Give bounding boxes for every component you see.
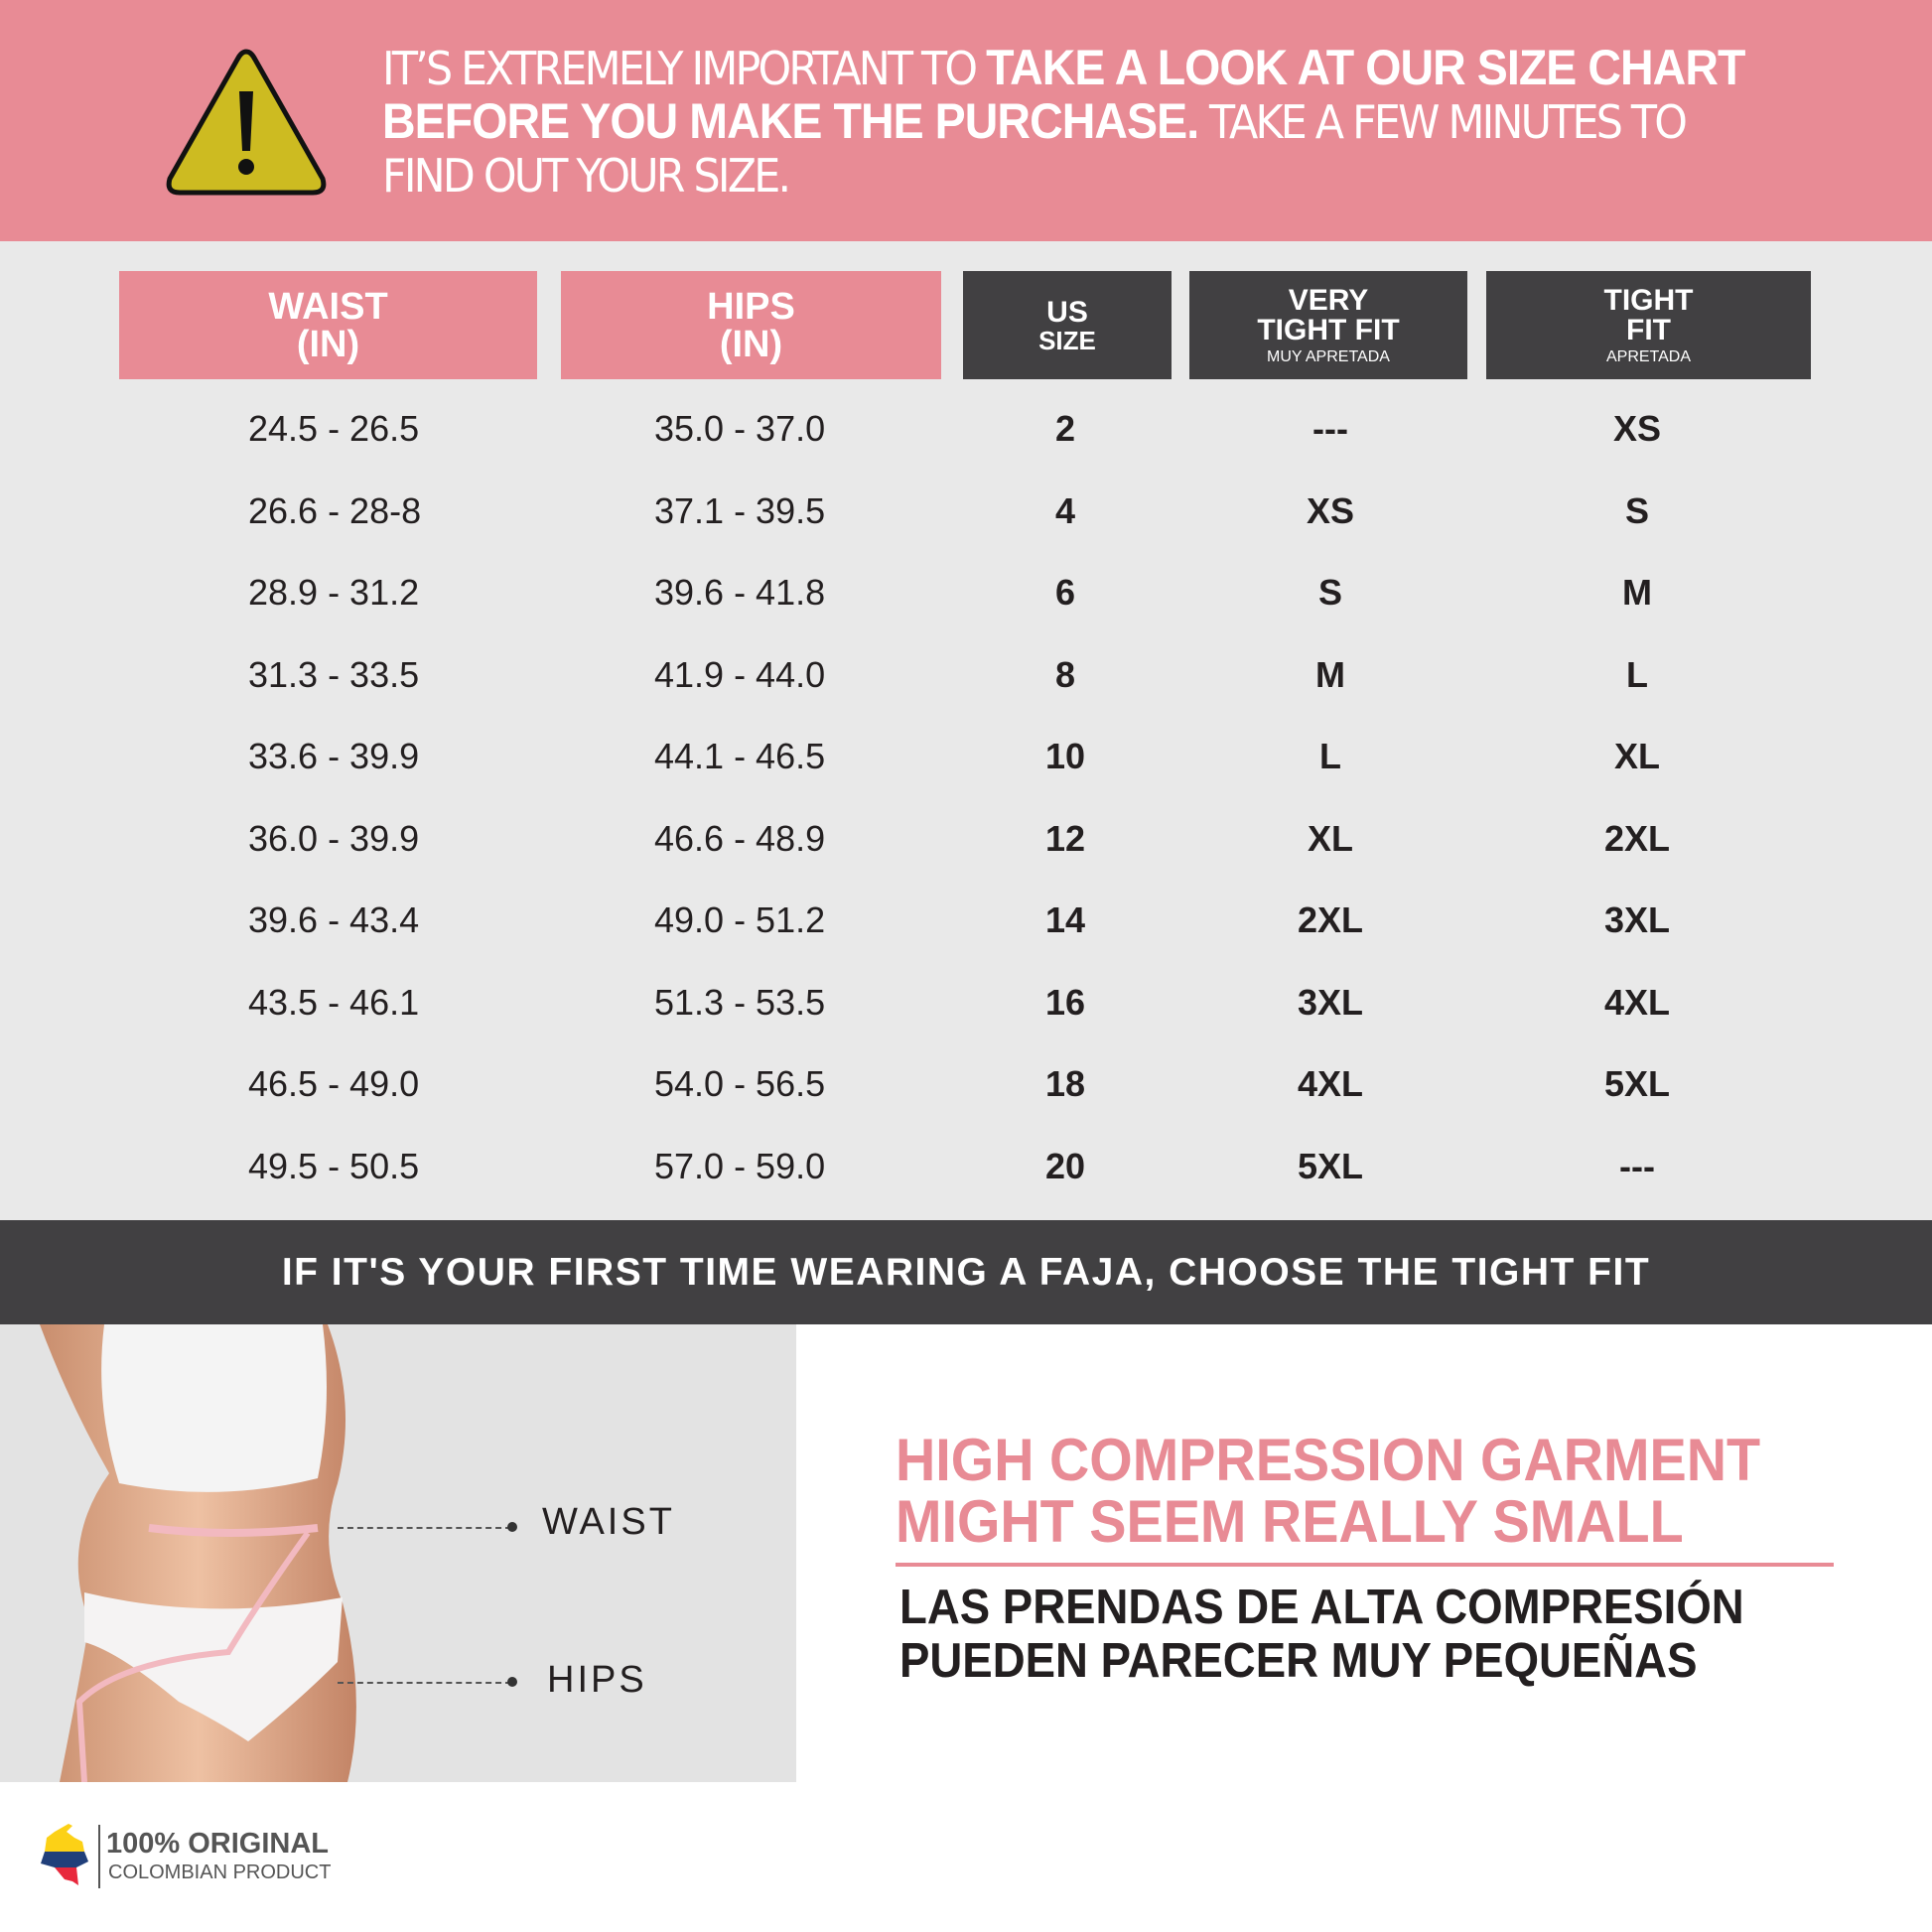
- cell-very-tight-fit: 2XL: [1297, 899, 1364, 940]
- waist-pointer-dot: [507, 1522, 517, 1532]
- cell-us-size: 8: [1054, 653, 1076, 695]
- cell-tight-fit: 5XL: [1603, 1063, 1671, 1104]
- hips-pointer-dot: [507, 1677, 517, 1687]
- cell-very-tight-fit: L: [1319, 736, 1341, 776]
- cell-very-tight-fit: 3XL: [1297, 981, 1364, 1023]
- cell-us-size: 14: [1044, 899, 1086, 940]
- notice-banner: [0, 0, 1932, 241]
- cell-hips: 49.0 - 51.2: [654, 899, 826, 940]
- cell-hips: 51.3 - 53.5: [654, 981, 826, 1023]
- cell-waist: 33.6 - 39.9: [248, 736, 420, 776]
- cell-us-size: 18: [1044, 1063, 1086, 1104]
- cell-hips: 46.6 - 48.9: [654, 817, 826, 859]
- cell-waist: 36.0 - 39.9: [248, 817, 420, 859]
- colombia-map-icon: [41, 1824, 88, 1885]
- cell-tight-fit: 4XL: [1603, 981, 1671, 1023]
- cell-waist: 24.5 - 26.5: [248, 408, 420, 449]
- warning-heading-es: LAS PRENDAS DE ALTA COMPRESIÓN PUEDEN PAR…: [899, 1581, 1744, 1688]
- header-tight-fit: TIGHT FIT APRETADA: [1486, 271, 1811, 379]
- cell-hips: 57.0 - 59.0: [654, 1145, 826, 1186]
- header-us-size: US SIZE: [963, 271, 1172, 379]
- logo-subtitle: COLOMBIAN PRODUCT: [108, 1862, 332, 1883]
- cell-waist: 28.9 - 31.2: [248, 572, 420, 613]
- cell-hips: 35.0 - 37.0: [654, 408, 826, 449]
- cell-us-size: 2: [1054, 408, 1076, 449]
- cell-waist: 46.5 - 49.0: [248, 1063, 420, 1104]
- cell-hips: 39.6 - 41.8: [654, 572, 826, 613]
- cell-us-size: 6: [1054, 572, 1076, 613]
- cell-hips: 41.9 - 44.0: [654, 653, 826, 695]
- cell-us-size: 20: [1044, 1145, 1086, 1186]
- cell-hips: 37.1 - 39.5: [654, 489, 826, 531]
- cell-very-tight-fit: S: [1317, 572, 1342, 613]
- cell-us-size: 4: [1054, 489, 1076, 531]
- origin-logo: 100% ORIGINAL COLOMBIAN PRODUCT: [41, 1822, 358, 1891]
- cell-very-tight-fit: XS: [1306, 489, 1355, 531]
- model-photo: [0, 1324, 796, 1782]
- cell-us-size: 16: [1044, 981, 1086, 1023]
- warning-heading-en: HIGH COMPRESSION GARMENT MIGHT SEEM REALL…: [896, 1427, 1761, 1555]
- header-hips: HIPS (IN): [561, 271, 941, 379]
- cell-tight-fit: 2XL: [1603, 817, 1671, 859]
- cell-us-size: 12: [1044, 817, 1086, 859]
- logo-title: 100% ORIGINAL: [106, 1828, 329, 1860]
- cell-hips: 44.1 - 46.5: [654, 736, 826, 776]
- cell-us-size: 10: [1044, 736, 1086, 776]
- logo-divider: [98, 1825, 100, 1888]
- warning-triangle-icon: [166, 49, 327, 196]
- cell-tight-fit: XL: [1613, 736, 1660, 776]
- cell-hips: 54.0 - 56.5: [654, 1063, 826, 1104]
- model-body-image: [40, 1324, 356, 1782]
- cell-tight-fit: 3XL: [1603, 899, 1671, 940]
- cell-waist: 43.5 - 46.1: [248, 981, 420, 1023]
- cell-very-tight-fit: XL: [1307, 817, 1353, 859]
- cell-tight-fit: S: [1624, 489, 1649, 531]
- cell-waist: 39.6 - 43.4: [248, 899, 420, 940]
- divider: [896, 1563, 1834, 1567]
- cell-tight-fit: ---: [1619, 1145, 1655, 1186]
- cell-very-tight-fit: 5XL: [1297, 1145, 1364, 1186]
- header-very-tight-fit: VERY TIGHT FIT MUY APRETADA: [1189, 271, 1467, 379]
- notice-text: IT’S EXTREMELY IMPORTANT TO TAKE A LOOK …: [382, 40, 1745, 203]
- cell-very-tight-fit: ---: [1312, 408, 1348, 449]
- tip-banner: IF IT'S YOUR FIRST TIME WEARING A FAJA, …: [0, 1220, 1932, 1324]
- cell-tight-fit: M: [1622, 572, 1652, 613]
- hips-pointer-line: [338, 1682, 511, 1684]
- cell-tight-fit: XS: [1612, 408, 1662, 449]
- cell-waist: 26.6 - 28-8: [248, 489, 422, 531]
- cell-very-tight-fit: 4XL: [1297, 1063, 1364, 1104]
- cell-waist: 31.3 - 33.5: [248, 653, 420, 695]
- waist-pointer-line: [338, 1527, 511, 1529]
- cell-tight-fit: L: [1626, 653, 1648, 695]
- cell-very-tight-fit: M: [1315, 653, 1345, 695]
- size-chart: [0, 241, 1932, 1220]
- hips-label: HIPS: [547, 1659, 647, 1701]
- cell-waist: 49.5 - 50.5: [248, 1145, 420, 1186]
- header-waist: WAIST (IN): [119, 271, 537, 379]
- waist-label: WAIST: [542, 1501, 675, 1543]
